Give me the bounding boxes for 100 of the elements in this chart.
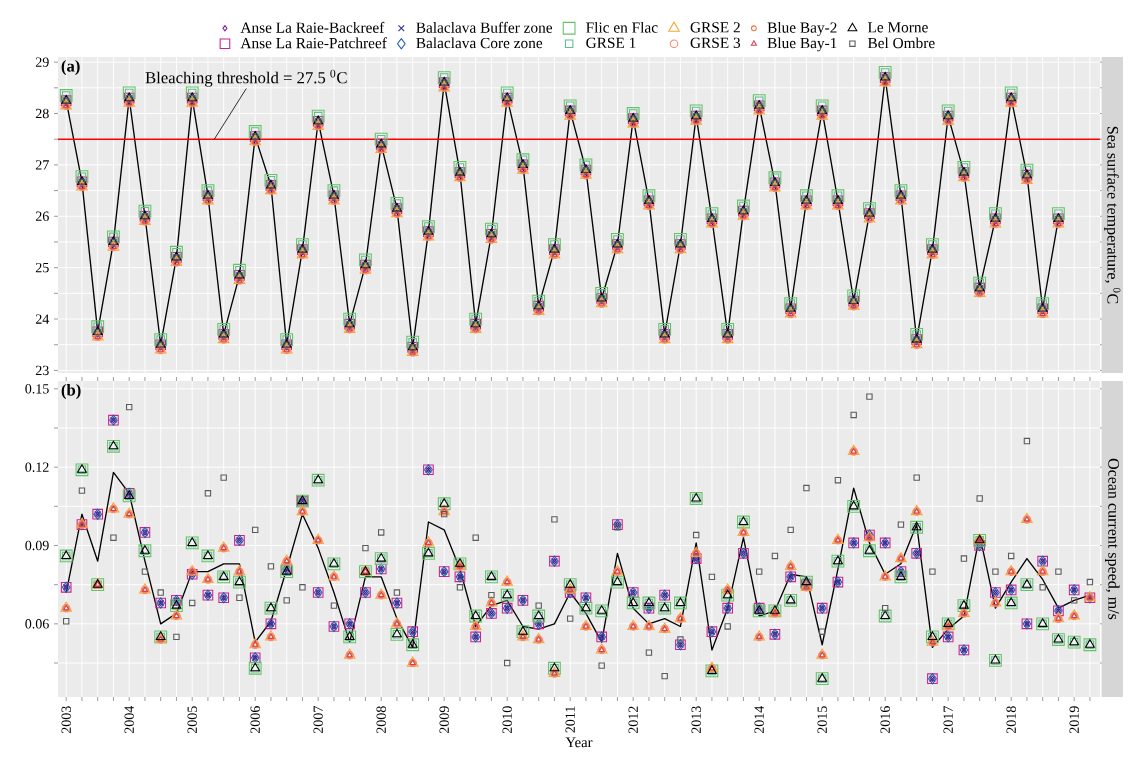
x-tick-label: 2018: [1006, 706, 1016, 734]
y-axis-title: Sea surface temperature, $^{0}$C: [1104, 126, 1121, 304]
point: [976, 495, 983, 502]
ref-line-label: Bleaching threshold = 27.5 $^{0}$C: [145, 69, 347, 87]
point: [881, 604, 889, 612]
point: [787, 526, 794, 534]
legend-label: Anse La Raie-Patchreef: [240, 37, 387, 49]
x-tick-label: 2008: [376, 706, 386, 734]
y-tick-label: 24: [35, 314, 50, 324]
x-axis-title: Year: [565, 737, 593, 748]
y-tick-label: 0.09: [25, 540, 49, 551]
point: [1055, 568, 1062, 575]
legend-label: Balaclava Core zone: [416, 37, 543, 49]
annotation: (a): [61, 59, 80, 76]
point: [141, 568, 149, 575]
x-tick-label: 2019: [1069, 706, 1079, 734]
point: [724, 623, 731, 630]
point: [110, 534, 117, 541]
y-tick-label: 23: [35, 365, 49, 376]
point: [251, 526, 259, 534]
point: [1039, 584, 1046, 591]
x-tick-label: 2004: [124, 705, 134, 734]
y-tick-label: 25: [35, 262, 49, 273]
point: [220, 474, 227, 481]
point: [960, 555, 968, 562]
x-tick-label: 2005: [187, 706, 197, 734]
point: [708, 573, 716, 581]
legend-label: Bel Ombre: [867, 37, 935, 49]
y-tick-label: 0.15: [25, 384, 49, 394]
point: [188, 599, 196, 607]
point: [125, 403, 133, 411]
x-tick-label: 2009: [439, 706, 449, 734]
legend-label: Balaclava Buffer zone: [416, 21, 553, 33]
point: [803, 484, 810, 492]
point: [818, 628, 826, 635]
y-tick-label: 27: [35, 160, 49, 170]
point: [755, 568, 763, 575]
point: [362, 544, 369, 552]
point: [1086, 578, 1094, 586]
point: [645, 649, 653, 656]
x-tick-label: 2010: [502, 706, 512, 734]
y-axis-title: Ocean current speed, m/s: [1105, 458, 1120, 620]
point: [204, 490, 212, 497]
legend-label: Le Morne: [867, 22, 928, 33]
y-tick-label: 26: [35, 211, 49, 221]
y-tick-label: 29: [35, 57, 49, 67]
legend-label: Flic en Flac: [586, 21, 658, 33]
point: [393, 589, 401, 596]
point: [299, 584, 306, 591]
x-tick-label: 2015: [817, 706, 827, 734]
point: [850, 411, 857, 419]
legend-label: Anse La Raie-Backreef: [240, 21, 385, 33]
x-tick-label: 2014: [754, 705, 764, 734]
x-tick-label: 2012: [628, 706, 638, 734]
point: [267, 563, 275, 570]
point: [1070, 597, 1078, 604]
x-tick-label: 2007: [313, 706, 323, 734]
point: [472, 534, 479, 541]
point: [283, 597, 290, 604]
x-tick-label: 2006: [250, 706, 260, 734]
point: [929, 568, 936, 575]
x-tick-label: 2016: [880, 706, 890, 734]
y-tick-label: 28: [35, 108, 49, 119]
point: [157, 589, 164, 596]
point: [503, 659, 511, 667]
point: [692, 531, 700, 539]
point: [677, 636, 684, 643]
point: [834, 477, 842, 484]
point: [535, 602, 542, 609]
point: [661, 672, 668, 680]
y-tick-label: 0.12: [25, 462, 49, 472]
annotation: (b): [61, 383, 81, 400]
x-tick-label: 2017: [943, 706, 953, 734]
point: [78, 487, 86, 494]
x-tick-label: 2013: [691, 706, 701, 734]
legend-label: GRSE 2: [690, 22, 740, 33]
x-tick-label: 2003: [61, 706, 71, 734]
point: [62, 618, 70, 625]
point: [866, 393, 873, 400]
point: [992, 568, 999, 575]
point: [598, 662, 605, 669]
point: [236, 594, 243, 601]
point: [913, 474, 920, 481]
point: [456, 584, 464, 591]
legend-label: Blue Bay-2: [767, 21, 837, 36]
point: [566, 615, 574, 622]
point: [173, 633, 180, 641]
y-tick-label: 0.06: [25, 619, 49, 629]
point: [377, 529, 385, 536]
point: [1023, 437, 1031, 445]
point: [330, 602, 338, 609]
legend-label: GRSE 1: [586, 37, 636, 48]
point: [488, 591, 495, 599]
legend-label: Blue Bay-1: [767, 37, 837, 52]
point: [1007, 552, 1015, 560]
point: [551, 516, 558, 523]
x-tick-label: 2011: [565, 706, 575, 733]
point: [771, 552, 779, 560]
point: [897, 521, 905, 528]
legend-label: GRSE 3: [690, 37, 741, 48]
